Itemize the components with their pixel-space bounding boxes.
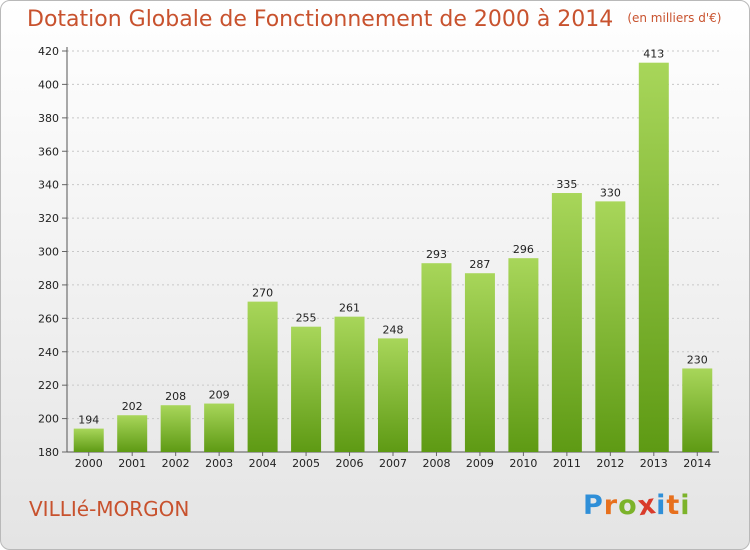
logo-letter: o xyxy=(618,490,638,521)
data-label: 270 xyxy=(252,287,273,300)
chart-title: Dotation Globale de Fonctionnement de 20… xyxy=(27,7,721,32)
y-tick-label: 260 xyxy=(38,312,59,325)
data-label: 287 xyxy=(469,258,490,271)
y-tick-label: 420 xyxy=(38,45,59,58)
y-tick-label: 360 xyxy=(38,145,59,158)
x-tick-label: 2006 xyxy=(336,457,364,470)
y-tick-label: 280 xyxy=(38,279,59,292)
bar xyxy=(682,368,713,452)
bar xyxy=(291,326,322,452)
chart-title-text: Dotation Globale de Fonctionnement de 20… xyxy=(27,7,614,32)
logo-letter: r xyxy=(603,490,619,521)
logo-letter: t xyxy=(666,490,681,521)
commune-name: VILLIé-MORGON xyxy=(29,497,190,521)
bar xyxy=(160,405,191,452)
y-tick-label: 380 xyxy=(38,112,59,125)
logo-letter: i xyxy=(656,490,667,521)
data-label: 194 xyxy=(78,414,99,427)
y-tick-label: 200 xyxy=(38,413,59,426)
x-tick-label: 2012 xyxy=(596,457,624,470)
data-label: 230 xyxy=(687,353,708,366)
x-tick-label: 2013 xyxy=(640,457,668,470)
bar xyxy=(73,428,104,452)
y-tick-label: 240 xyxy=(38,346,59,359)
bar xyxy=(464,273,495,452)
y-tick-label: 220 xyxy=(38,379,59,392)
data-label: 202 xyxy=(122,400,143,413)
bar xyxy=(117,415,148,452)
data-label: 261 xyxy=(339,302,360,315)
bar xyxy=(595,201,626,452)
x-tick-label: 2014 xyxy=(683,457,711,470)
bar xyxy=(508,258,539,452)
bar xyxy=(204,403,235,452)
data-label: 296 xyxy=(513,243,534,256)
logo-letter: i xyxy=(680,490,691,521)
data-label: 293 xyxy=(426,248,447,261)
data-label: 209 xyxy=(209,389,230,402)
x-tick-label: 2001 xyxy=(118,457,146,470)
bar xyxy=(551,193,582,453)
logo-letter: x xyxy=(635,488,659,523)
data-label: 248 xyxy=(383,323,404,336)
chart-subtitle: (en milliers d'€) xyxy=(627,11,722,25)
x-tick-label: 2002 xyxy=(162,457,190,470)
data-label: 208 xyxy=(165,390,186,403)
y-tick-label: 400 xyxy=(38,78,59,91)
data-label: 330 xyxy=(600,186,621,199)
x-tick-label: 2009 xyxy=(466,457,494,470)
x-tick-label: 2000 xyxy=(75,457,103,470)
x-tick-label: 2010 xyxy=(509,457,537,470)
data-label: 413 xyxy=(643,48,664,61)
data-label: 255 xyxy=(296,312,317,325)
y-tick-label: 340 xyxy=(38,179,59,192)
bar xyxy=(378,338,408,452)
x-tick-label: 2008 xyxy=(422,457,450,470)
logo-letter: P xyxy=(583,490,604,521)
data-label: 335 xyxy=(556,178,577,191)
x-tick-label: 2004 xyxy=(249,457,277,470)
y-tick-label: 300 xyxy=(38,246,59,259)
x-tick-label: 2005 xyxy=(292,457,320,470)
bar xyxy=(421,263,452,452)
x-tick-label: 2011 xyxy=(553,457,581,470)
bar xyxy=(638,62,669,453)
x-tick-label: 2003 xyxy=(205,457,233,470)
y-tick-label: 180 xyxy=(38,446,59,459)
bar xyxy=(334,316,365,452)
x-tick-label: 2007 xyxy=(379,457,407,470)
y-tick-label: 320 xyxy=(38,212,59,225)
proxiti-logo: Proxiti xyxy=(583,488,691,523)
bar xyxy=(247,301,278,452)
